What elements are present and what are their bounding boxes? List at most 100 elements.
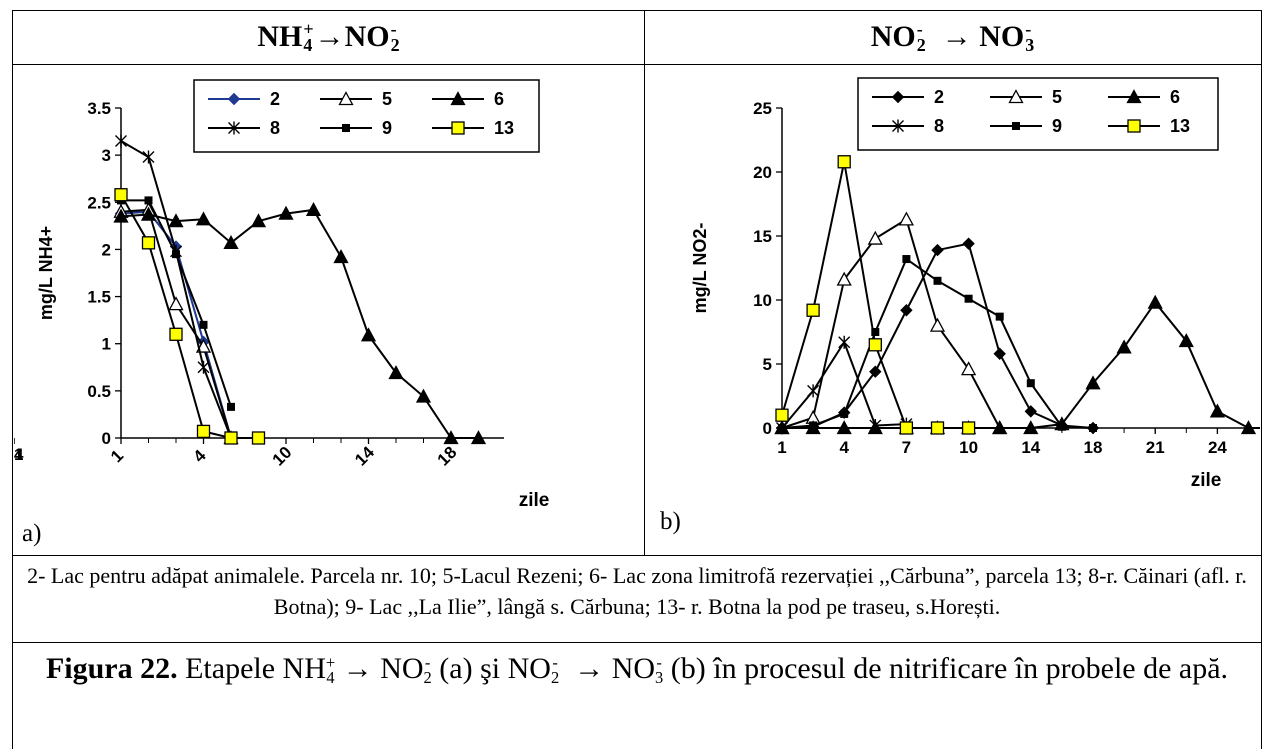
x-tick-label: 18 bbox=[1084, 438, 1103, 457]
y-tick-label: 25 bbox=[753, 99, 772, 118]
legend-label: 6 bbox=[1170, 87, 1180, 107]
data-point bbox=[470, 430, 487, 445]
data-point bbox=[806, 303, 820, 317]
x-tick-label: 24 bbox=[14, 445, 24, 464]
y-tick-label: 0 bbox=[763, 419, 772, 438]
data-point bbox=[778, 424, 786, 432]
data-point bbox=[929, 317, 946, 332]
legend-label: 13 bbox=[494, 118, 514, 138]
legend: 2 5 6 8 9 13 bbox=[193, 79, 540, 153]
y-tick-label: 2.5 bbox=[87, 193, 111, 212]
data-point bbox=[195, 338, 212, 353]
series-6 bbox=[113, 201, 487, 445]
data-point bbox=[168, 213, 184, 228]
x-tick-label: 21 bbox=[14, 445, 23, 464]
data-point bbox=[250, 213, 267, 228]
data-point bbox=[898, 211, 914, 226]
data-point bbox=[900, 304, 913, 317]
y-tick-label: 15 bbox=[753, 227, 772, 246]
data-point bbox=[836, 271, 852, 286]
legend-marker bbox=[342, 124, 350, 132]
x-tick-label: 18 bbox=[434, 443, 461, 470]
series-line bbox=[781, 242, 1094, 429]
data-point bbox=[443, 430, 459, 445]
data-point bbox=[142, 150, 155, 164]
legend-marker bbox=[1012, 122, 1020, 130]
data-point bbox=[1085, 375, 1101, 390]
data-point bbox=[278, 205, 294, 220]
legend: 2 5 6 8 9 13 bbox=[857, 77, 1219, 151]
data-point bbox=[333, 249, 349, 264]
legend-label: 2 bbox=[270, 89, 280, 109]
legend-label: 5 bbox=[1052, 87, 1062, 107]
panel-b-label: b) bbox=[660, 508, 681, 535]
data-point bbox=[931, 243, 944, 257]
x-axis-label: zile bbox=[1191, 470, 1222, 491]
data-point bbox=[305, 201, 322, 216]
legend-marker bbox=[1126, 89, 1142, 104]
data-point bbox=[836, 420, 852, 435]
y-tick-label: 5 bbox=[763, 355, 772, 374]
series-9 bbox=[778, 255, 1097, 432]
y-tick-label: 0 bbox=[102, 429, 111, 448]
legend-box bbox=[857, 77, 1219, 151]
series-8 bbox=[776, 335, 913, 435]
data-point bbox=[992, 420, 1008, 435]
data-point bbox=[223, 234, 239, 249]
y-tick-label: 0.5 bbox=[87, 382, 111, 401]
data-point bbox=[115, 134, 127, 148]
data-point bbox=[809, 421, 818, 430]
data-point bbox=[415, 388, 432, 403]
x-tick-label: 14 bbox=[351, 442, 378, 469]
series-line bbox=[781, 217, 1001, 429]
data-point bbox=[141, 236, 156, 250]
data-point bbox=[869, 418, 882, 432]
data-point bbox=[172, 250, 180, 259]
data-point bbox=[227, 402, 235, 411]
legend-label: 5 bbox=[382, 89, 392, 109]
caption-divider bbox=[12, 642, 1262, 643]
data-point bbox=[838, 335, 851, 349]
data-point bbox=[869, 365, 882, 378]
y-tick-label: 1 bbox=[102, 335, 111, 354]
series-line bbox=[120, 208, 479, 439]
data-point bbox=[1178, 333, 1194, 348]
series-13 bbox=[114, 188, 266, 445]
data-point bbox=[1023, 420, 1039, 435]
data-point bbox=[251, 431, 266, 445]
x-axis-label: zile bbox=[519, 490, 550, 511]
y-tick-label: 10 bbox=[753, 291, 772, 310]
data-point bbox=[224, 431, 238, 445]
data-point bbox=[144, 196, 153, 205]
panel-a-title: NH +4 → NO -2 bbox=[257, 18, 400, 55]
panel-b-title: NO -2 → NO -3 bbox=[870, 18, 1035, 55]
data-point bbox=[360, 327, 377, 342]
legend-label: 8 bbox=[934, 116, 944, 136]
data-point bbox=[962, 237, 975, 250]
data-point bbox=[113, 208, 129, 223]
data-point bbox=[140, 206, 157, 221]
data-point bbox=[837, 155, 851, 169]
y-axis-label: mg/L NO2- bbox=[690, 223, 710, 314]
sample-note: 2- Lac pentru adăpat animalele. Parcela … bbox=[27, 563, 1247, 619]
y-tick-label: 20 bbox=[753, 163, 772, 182]
data-point bbox=[930, 421, 945, 435]
legend-label: 13 bbox=[1170, 116, 1190, 136]
note-divider bbox=[12, 555, 1262, 556]
legend-marker bbox=[450, 91, 466, 106]
legend-marker bbox=[338, 91, 354, 106]
data-point bbox=[961, 361, 977, 376]
data-point bbox=[1209, 403, 1225, 418]
y-axis-label: mg/L NH4+ bbox=[36, 226, 56, 320]
y-tick-label: 2 bbox=[102, 240, 111, 259]
data-point bbox=[1026, 379, 1035, 388]
figure-caption: Figura 22. Etapele NH +4 → NO -2 (a) şi NO… bbox=[45, 652, 1229, 688]
data-point bbox=[964, 294, 973, 303]
data-point bbox=[902, 255, 911, 264]
data-point bbox=[114, 188, 128, 202]
panel-a-label: a) bbox=[22, 520, 42, 547]
data-point bbox=[199, 320, 208, 329]
data-point bbox=[995, 312, 1004, 321]
y-tick-label: 3.5 bbox=[87, 99, 111, 118]
data-point bbox=[840, 409, 849, 418]
